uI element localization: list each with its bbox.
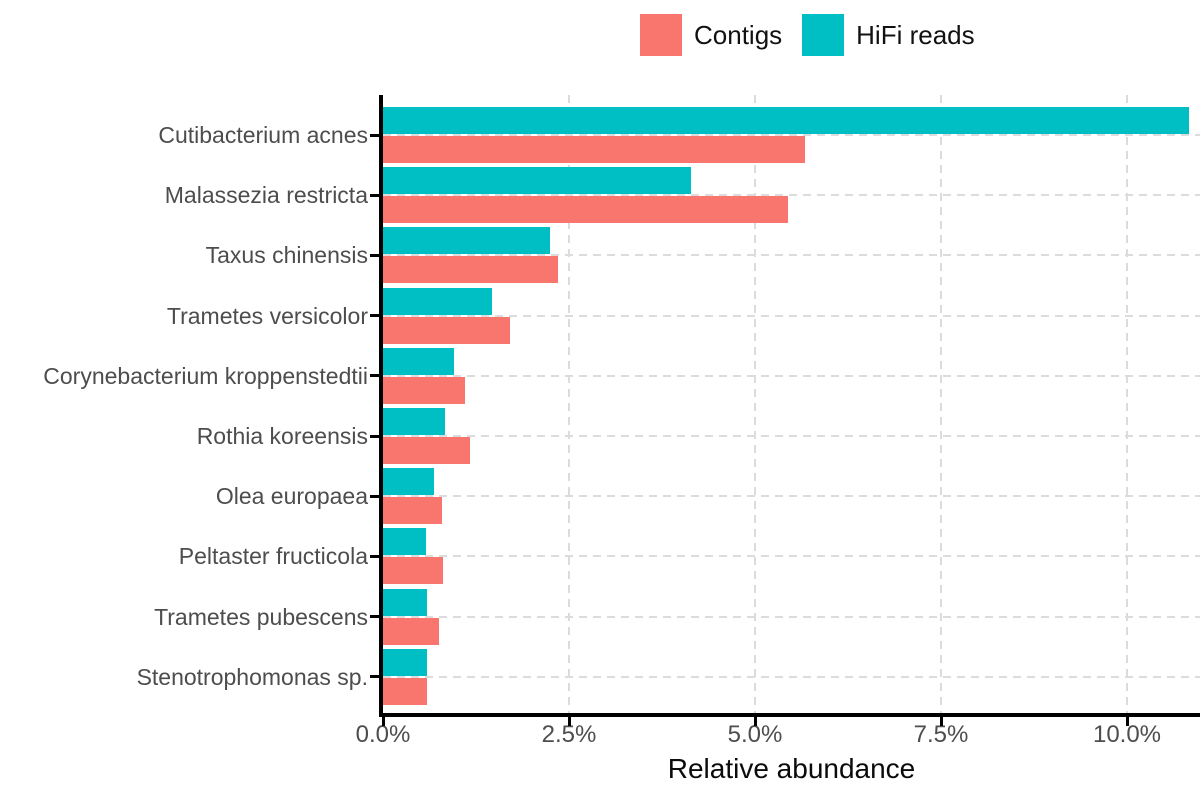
x-axis-tick	[1125, 717, 1129, 726]
x-axis-tick	[381, 717, 385, 726]
bar-contigs-taxus-chinensis	[383, 256, 558, 284]
y-axis-label-malassezia-restricta: Malassezia restricta	[164, 182, 368, 209]
y-axis-label-taxus-chinensis: Taxus chinensis	[205, 242, 368, 269]
y-axis-line	[379, 95, 383, 717]
gridline-horizontal	[383, 495, 1200, 498]
y-axis-tick	[370, 133, 379, 137]
bar-contigs-trametes-versicolor	[383, 316, 511, 344]
bar-hifi-reads-cutibacterium-acnes	[383, 107, 1189, 134]
bar-hifi-reads-malassezia-restricta	[383, 167, 692, 195]
bar-hifi-reads-corynebacterium-kroppenstedtii	[383, 347, 454, 375]
y-axis-label-peltaster-fructicola: Peltaster fructicola	[178, 543, 368, 570]
bar-contigs-olea-europaea	[383, 497, 442, 525]
gridline-horizontal	[383, 435, 1200, 437]
x-axis-tick	[939, 717, 943, 726]
legend-label-hifi-reads: HiFi reads	[856, 20, 975, 50]
y-axis-label-cutibacterium-acnes: Cutibacterium acnes	[158, 122, 368, 148]
gridline-vertical	[940, 95, 942, 713]
y-axis-label-stenotrophomonas-sp: Stenotrophomonas sp.	[136, 663, 368, 690]
gridline-horizontal	[383, 615, 1200, 618]
y-axis-label-olea-europaea: Olea europaea	[215, 483, 368, 510]
gridline-horizontal	[383, 314, 1200, 317]
bar-hifi-reads-taxus-chinensis	[383, 227, 550, 255]
y-axis-tick	[370, 675, 379, 679]
y-axis-tick	[370, 193, 379, 197]
y-axis-label-trametes-pubescens: Trametes pubescens	[154, 603, 368, 630]
y-axis-label-corynebacterium-kroppenstedtii: Corynebacterium kroppenstedtii	[43, 362, 368, 389]
bar-contigs-stenotrophomonas-sp	[383, 677, 427, 705]
y-axis-label-trametes-versicolor: Trametes versicolor	[166, 302, 368, 329]
bar-contigs-malassezia-restricta	[383, 196, 789, 224]
bar-contigs-rothia-koreensis	[383, 437, 471, 464]
gridline-horizontal	[383, 555, 1200, 558]
bar-contigs-cutibacterium-acnes	[383, 136, 805, 163]
bar-contigs-corynebacterium-kroppenstedtii	[383, 376, 465, 404]
y-axis-tick	[370, 494, 379, 498]
legend-item-hifi-reads: HiFi reads	[802, 14, 975, 56]
gridline-horizontal	[383, 675, 1200, 678]
bar-hifi-reads-olea-europaea	[383, 468, 435, 496]
y-axis-tick	[370, 374, 379, 378]
x-axis-tick	[753, 717, 757, 726]
y-axis-tick	[370, 314, 379, 318]
bar-hifi-reads-stenotrophomonas-sp	[383, 648, 427, 676]
gridline-vertical	[568, 95, 570, 713]
y-axis-tick	[370, 615, 379, 619]
gridline-horizontal	[383, 134, 1200, 136]
bar-hifi-reads-trametes-pubescens	[383, 588, 427, 616]
y-axis-tick	[370, 554, 379, 558]
bar-contigs-peltaster-fructicola	[383, 557, 444, 585]
bar-hifi-reads-trametes-versicolor	[383, 287, 493, 315]
gridline-horizontal	[383, 194, 1200, 197]
x-axis-title: Relative abundance	[667, 753, 916, 784]
y-axis-tick	[370, 253, 379, 257]
legend-swatch-hifi-reads	[802, 14, 845, 56]
legend-item-contigs: Contigs	[640, 14, 782, 56]
gridline-vertical	[754, 95, 756, 713]
gridline-horizontal	[383, 254, 1200, 257]
bar-hifi-reads-rothia-koreensis	[383, 408, 445, 435]
bar-contigs-trametes-pubescens	[383, 617, 439, 645]
x-axis-tick	[567, 717, 571, 726]
bar-hifi-reads-peltaster-fructicola	[383, 528, 427, 556]
legend-label-contigs: Contigs	[694, 20, 783, 50]
y-axis-label-rothia-koreensis: Rothia koreensis	[196, 423, 368, 449]
gridline-vertical	[1126, 95, 1128, 713]
legend-swatch-contigs	[640, 14, 682, 56]
gridline-horizontal	[383, 374, 1200, 377]
legend: Contigs HiFi reads	[640, 14, 975, 56]
y-axis-tick	[370, 434, 379, 438]
x-axis-line	[379, 713, 1200, 717]
